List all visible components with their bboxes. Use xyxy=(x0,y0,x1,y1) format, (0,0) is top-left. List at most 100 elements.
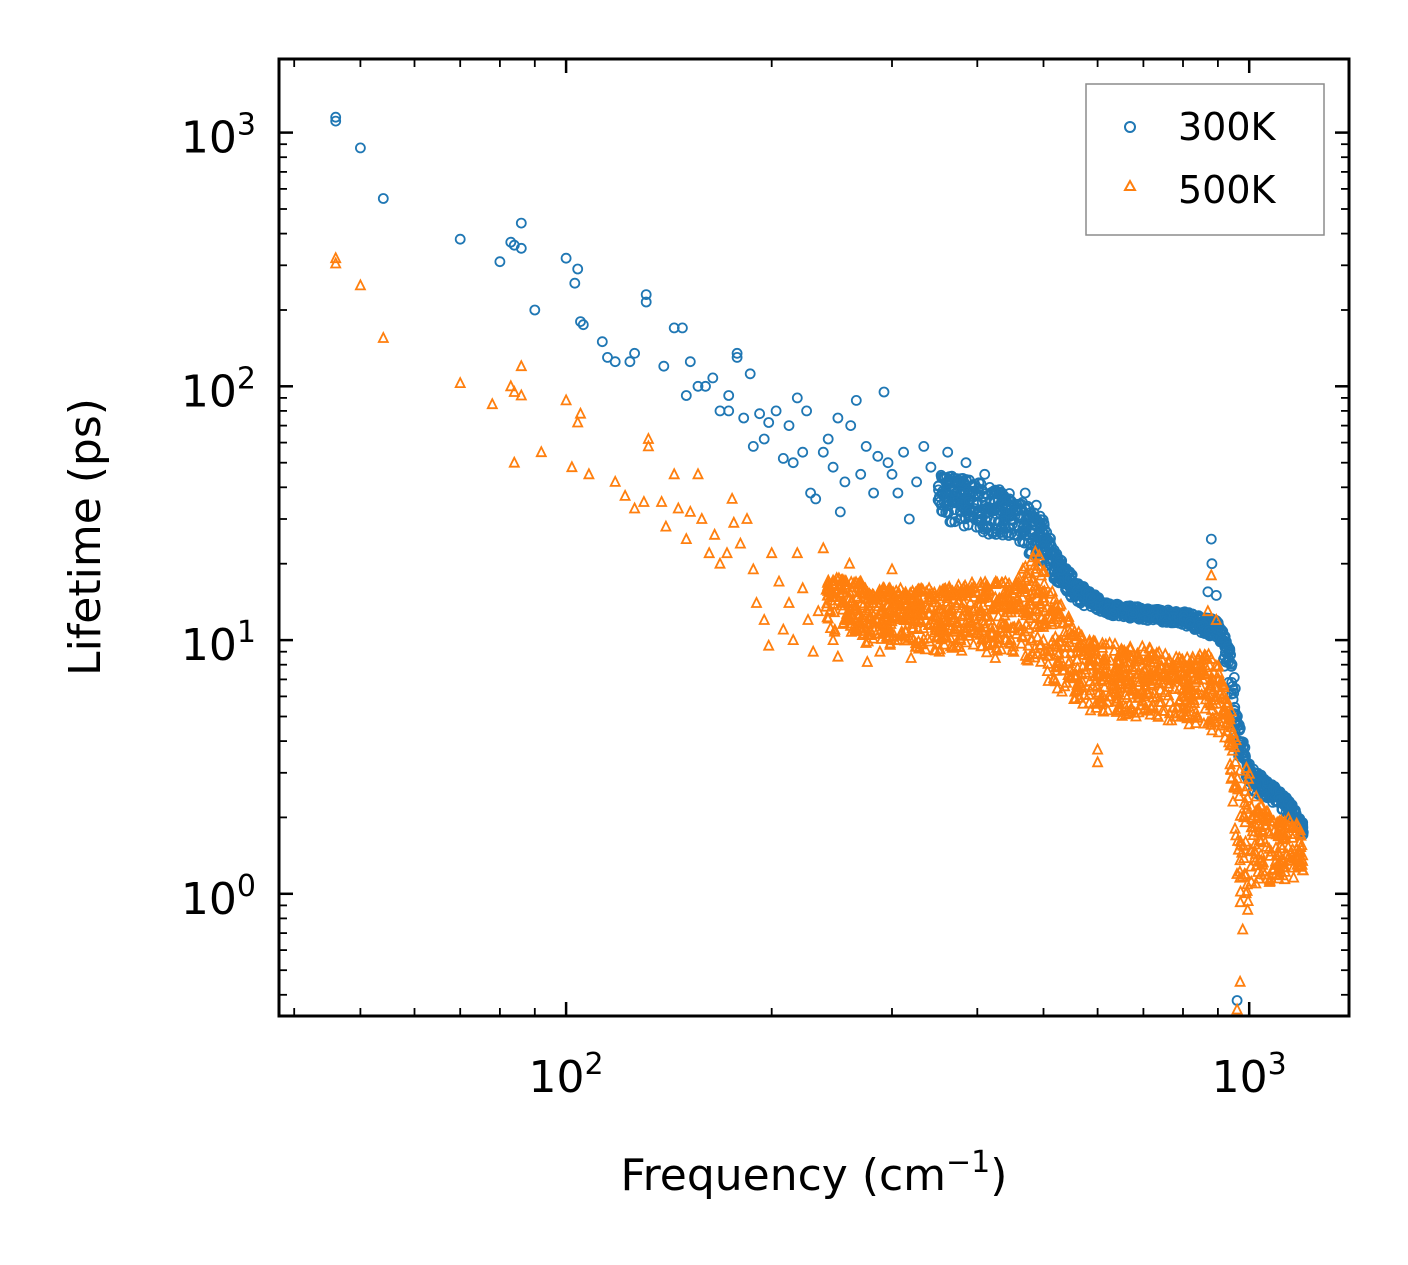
data-point xyxy=(982,630,995,643)
data-point xyxy=(854,574,867,587)
data-point xyxy=(684,504,697,517)
legend-label-500k: 500K xyxy=(1178,168,1277,212)
legend-marker-300k xyxy=(1124,121,1136,133)
data-point xyxy=(810,493,822,505)
data-point xyxy=(1013,595,1025,607)
data-point xyxy=(1064,662,1077,675)
data-point xyxy=(1278,872,1291,885)
data-point xyxy=(897,592,910,605)
data-point xyxy=(969,584,982,597)
data-point xyxy=(843,585,856,598)
data-point xyxy=(1288,827,1301,839)
data-point xyxy=(1034,654,1047,667)
data-point xyxy=(958,584,971,597)
data-point xyxy=(1083,674,1096,687)
data-point xyxy=(1050,612,1063,625)
data-point xyxy=(945,587,957,600)
data-point xyxy=(731,347,743,359)
data-point xyxy=(1147,686,1160,699)
x-axis-label: Frequency (cm−1) xyxy=(621,1145,1008,1201)
data-point xyxy=(888,628,901,641)
data-point xyxy=(911,476,922,488)
data-point xyxy=(1236,922,1249,935)
data-point xyxy=(1125,674,1138,687)
data-point xyxy=(956,487,967,499)
data-point xyxy=(887,588,900,601)
data-point xyxy=(672,501,685,514)
y-tick-label: 103 xyxy=(181,108,256,164)
data-point xyxy=(886,562,898,575)
data-point xyxy=(960,457,972,469)
data-point xyxy=(1212,725,1225,738)
data-point xyxy=(1240,797,1253,810)
data-point xyxy=(680,532,693,544)
data-point xyxy=(945,475,956,487)
data-point xyxy=(1023,510,1035,522)
data-point xyxy=(939,624,952,637)
data-point xyxy=(1293,835,1306,847)
data-point xyxy=(1049,674,1062,687)
data-point xyxy=(898,446,909,458)
data-point xyxy=(1108,682,1121,694)
data-point xyxy=(1188,671,1201,684)
data-point xyxy=(1018,521,1029,532)
data-point xyxy=(922,618,935,630)
data-point xyxy=(1035,609,1048,622)
data-point xyxy=(1078,644,1091,657)
data-point xyxy=(985,602,998,615)
data-point xyxy=(1225,657,1237,669)
data-point xyxy=(1028,511,1040,523)
data-point xyxy=(1222,640,1234,652)
data-point xyxy=(1175,653,1188,666)
data-point xyxy=(1015,636,1028,649)
data-point xyxy=(708,527,721,540)
data-point xyxy=(1025,597,1038,610)
y-tick-label: 102 xyxy=(181,361,256,417)
data-point xyxy=(832,412,844,424)
data-point xyxy=(596,336,608,348)
data-point xyxy=(504,379,517,392)
data-point xyxy=(577,319,589,331)
data-point xyxy=(1085,592,1096,604)
data-point xyxy=(924,616,937,629)
data-point xyxy=(1032,558,1045,571)
data-point xyxy=(1049,660,1062,673)
data-point xyxy=(1221,698,1233,711)
data-point xyxy=(978,608,991,621)
data-point xyxy=(827,633,840,645)
data-point xyxy=(1031,630,1044,642)
data-point xyxy=(1274,855,1287,868)
data-point xyxy=(928,625,941,638)
data-point xyxy=(927,609,940,622)
ticks-layer xyxy=(279,59,1349,1016)
data-point xyxy=(925,461,937,473)
data-point xyxy=(1063,613,1076,626)
data-point xyxy=(692,380,704,392)
data-point xyxy=(714,405,726,417)
data-point xyxy=(861,654,874,667)
data-point xyxy=(1197,672,1209,685)
data-point xyxy=(1031,647,1044,660)
data-point xyxy=(1204,698,1217,711)
data-point xyxy=(923,606,935,619)
data-point xyxy=(979,504,990,516)
data-point xyxy=(1038,604,1051,617)
data-point xyxy=(1194,620,1205,632)
data-point xyxy=(850,394,862,406)
data-point xyxy=(843,556,856,569)
data-point xyxy=(454,376,467,388)
data-point xyxy=(906,584,919,597)
data-point xyxy=(1025,554,1037,567)
data-point xyxy=(944,639,957,652)
data-point xyxy=(1121,680,1134,693)
data-point xyxy=(747,440,759,452)
data-point xyxy=(1130,670,1143,683)
data-point xyxy=(1029,565,1042,578)
data-point xyxy=(1188,696,1201,708)
data-point xyxy=(797,446,809,458)
data-point xyxy=(1096,640,1109,653)
data-point xyxy=(1237,747,1249,758)
data-point xyxy=(1000,618,1013,631)
data-point xyxy=(886,597,899,610)
